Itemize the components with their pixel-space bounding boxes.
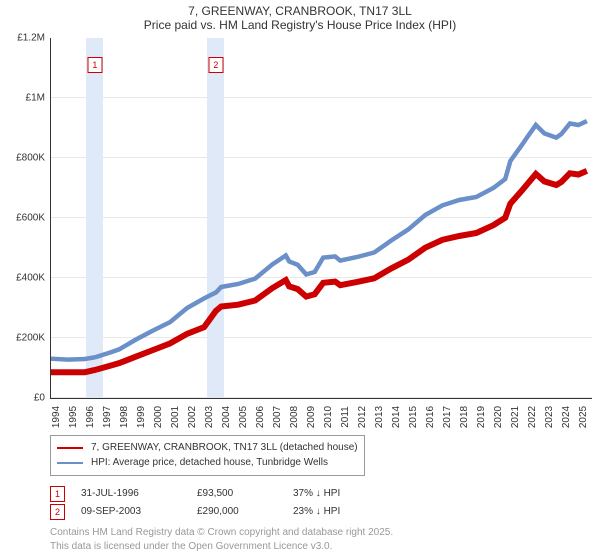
- sale-marker: 1: [87, 57, 102, 73]
- x-tick-label: 1997: [102, 406, 113, 428]
- sale-price: £290,000: [197, 505, 277, 519]
- y-tick-label: £600K: [16, 213, 51, 224]
- legend-label: HPI: Average price, detached house, Tunb…: [91, 456, 328, 470]
- x-tick-label: 2009: [306, 406, 317, 428]
- x-tick-label: 2025: [578, 406, 589, 428]
- attribution: Contains HM Land Registry data © Crown c…: [50, 526, 592, 554]
- sale-row: 1 31-JUL-1996 £93,500 37% ↓ HPI: [50, 486, 592, 502]
- legend: 7, GREENWAY, CRANBROOK, TN17 3LL (detach…: [50, 435, 365, 476]
- x-tick-label: 2006: [255, 406, 266, 428]
- legend-row: 7, GREENWAY, CRANBROOK, TN17 3LL (detach…: [57, 441, 358, 455]
- legend-row: HPI: Average price, detached house, Tunb…: [57, 456, 358, 470]
- x-tick-label: 2019: [476, 406, 487, 428]
- x-tick-label: 2018: [459, 406, 470, 428]
- x-axis-ticks: 1994 1995 1996 1997 1998 1999 2000 2001 2002 2003…: [51, 400, 592, 428]
- x-tick-label: 2017: [442, 406, 453, 428]
- x-tick-label: 1998: [119, 406, 130, 428]
- sale-row: 2 09-SEP-2003 £290,000 23% ↓ HPI: [50, 504, 592, 520]
- plot: 1994199519961997199819992000200120022003…: [50, 38, 592, 399]
- x-tick-label: 1995: [68, 406, 79, 428]
- x-tick-label: 1999: [136, 406, 147, 428]
- series-hpi: [51, 121, 587, 359]
- sale-marker-ref: 2: [50, 504, 65, 520]
- x-tick-label: 2022: [527, 406, 538, 428]
- sale-marker-ref: 1: [50, 486, 65, 502]
- y-tick-label: £800K: [16, 153, 51, 164]
- sale-vs-hpi: 23% ↓ HPI: [293, 505, 340, 519]
- sale-vs-hpi: 37% ↓ HPI: [293, 487, 340, 501]
- sale-markers-list: 1 31-JUL-1996 £93,500 37% ↓ HPI 2 09-SEP-2003…: [50, 486, 592, 520]
- x-tick-label: 2021: [510, 406, 521, 428]
- x-tick-label: 2015: [408, 406, 419, 428]
- x-tick-label: 2014: [391, 406, 402, 428]
- y-tick-label: £200K: [16, 333, 51, 344]
- x-tick-label: 1996: [85, 406, 96, 428]
- x-tick-label: 2007: [272, 406, 283, 428]
- x-tick-label: 2020: [493, 406, 504, 428]
- attribution-line2: This data is licensed under the Open Gov…: [50, 540, 592, 554]
- sale-date: 31-JUL-1996: [81, 487, 181, 501]
- x-tick-label: 2003: [204, 406, 215, 428]
- x-tick-label: 2024: [561, 406, 572, 428]
- chart-area: 1994199519961997199819992000200120022003…: [50, 38, 592, 399]
- x-tick-label: 2010: [323, 406, 334, 428]
- x-tick-label: 1994: [51, 406, 62, 428]
- chart-title: 7, GREENWAY, CRANBROOK, TN17 3LL Price p…: [0, 0, 600, 32]
- x-tick-label: 2016: [425, 406, 436, 428]
- sale-date: 09-SEP-2003: [81, 505, 181, 519]
- y-tick-label: £1M: [26, 93, 51, 104]
- y-tick-label: £400K: [16, 273, 51, 284]
- x-tick-label: 2023: [544, 406, 555, 428]
- legend-swatch: [57, 462, 83, 464]
- x-tick-label: 2001: [170, 406, 181, 428]
- x-tick-label: 2000: [153, 406, 164, 428]
- attribution-line1: Contains HM Land Registry data © Crown c…: [50, 526, 592, 540]
- y-tick-label: £0: [34, 393, 51, 404]
- line-series-svg: [51, 38, 592, 398]
- title-subtitle: Price paid vs. HM Land Registry's House …: [0, 18, 600, 32]
- sale-price: £93,500: [197, 487, 277, 501]
- legend-swatch: [57, 447, 83, 449]
- x-tick-label: 2012: [357, 406, 368, 428]
- sale-marker: 2: [208, 57, 223, 73]
- legend-label: 7, GREENWAY, CRANBROOK, TN17 3LL (detach…: [91, 441, 358, 455]
- title-address: 7, GREENWAY, CRANBROOK, TN17 3LL: [0, 4, 600, 18]
- x-tick-label: 2002: [187, 406, 198, 428]
- x-tick-label: 2005: [238, 406, 249, 428]
- x-tick-label: 2008: [289, 406, 300, 428]
- x-tick-label: 2011: [340, 406, 351, 428]
- x-tick-label: 2013: [374, 406, 385, 428]
- y-tick-label: £1.2M: [17, 33, 51, 44]
- x-tick-label: 2004: [221, 406, 232, 428]
